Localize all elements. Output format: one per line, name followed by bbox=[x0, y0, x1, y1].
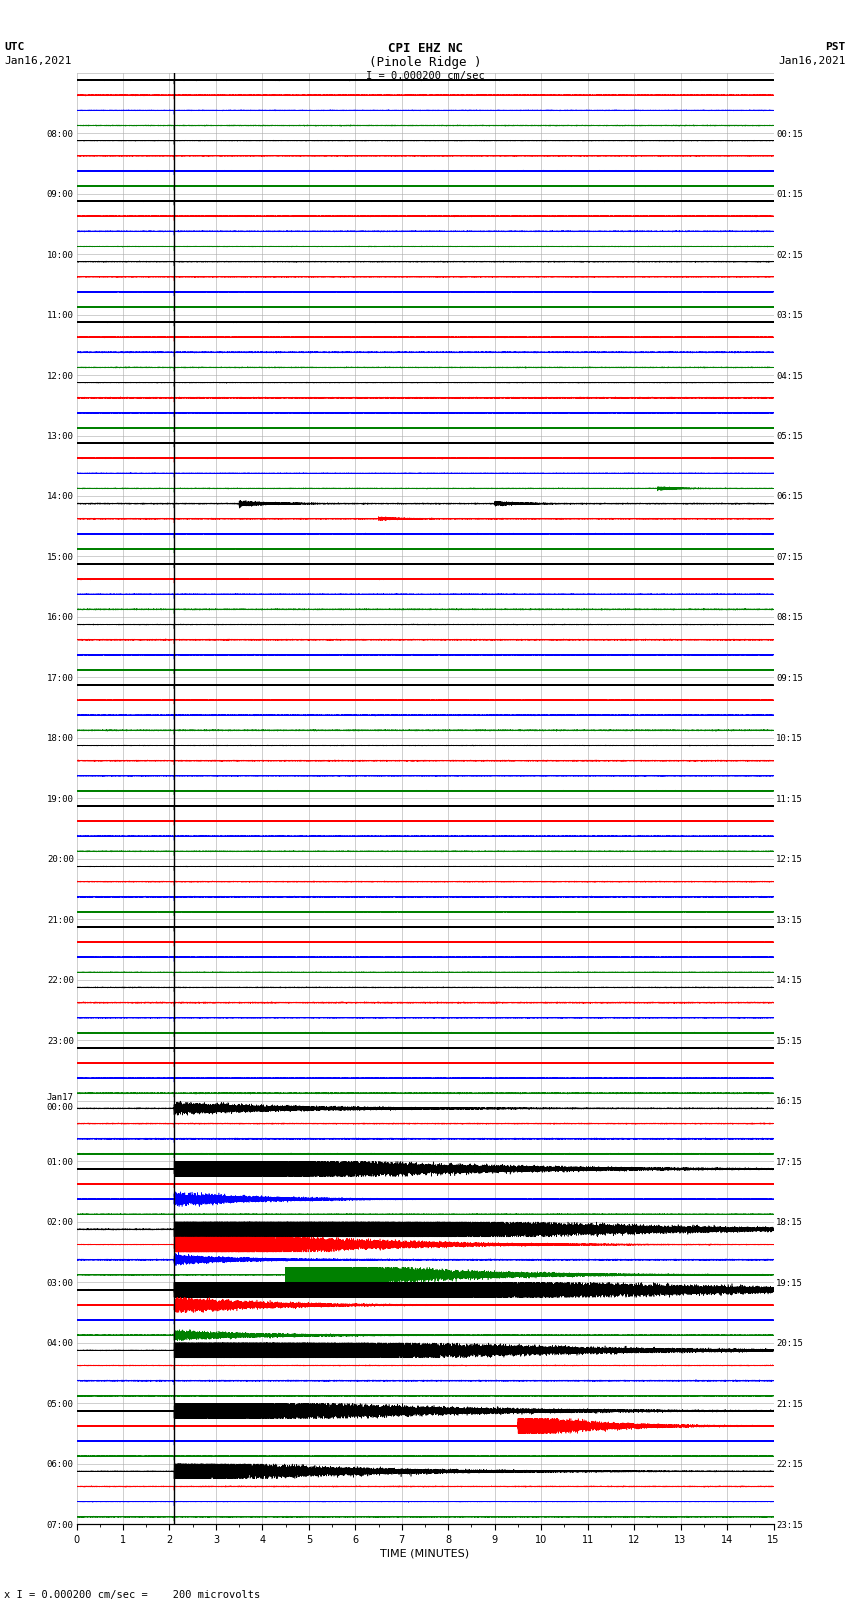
Text: (Pinole Ridge ): (Pinole Ridge ) bbox=[369, 56, 481, 69]
Text: Jan16,2021: Jan16,2021 bbox=[4, 56, 71, 66]
X-axis label: TIME (MINUTES): TIME (MINUTES) bbox=[381, 1548, 469, 1558]
Text: I = 0.000200 cm/sec: I = 0.000200 cm/sec bbox=[366, 71, 484, 81]
Text: CPI EHZ NC: CPI EHZ NC bbox=[388, 42, 462, 55]
Text: UTC: UTC bbox=[4, 42, 25, 52]
Text: Jan16,2021: Jan16,2021 bbox=[779, 56, 846, 66]
Text: PST: PST bbox=[825, 42, 846, 52]
Text: x I = 0.000200 cm/sec =    200 microvolts: x I = 0.000200 cm/sec = 200 microvolts bbox=[4, 1590, 260, 1600]
